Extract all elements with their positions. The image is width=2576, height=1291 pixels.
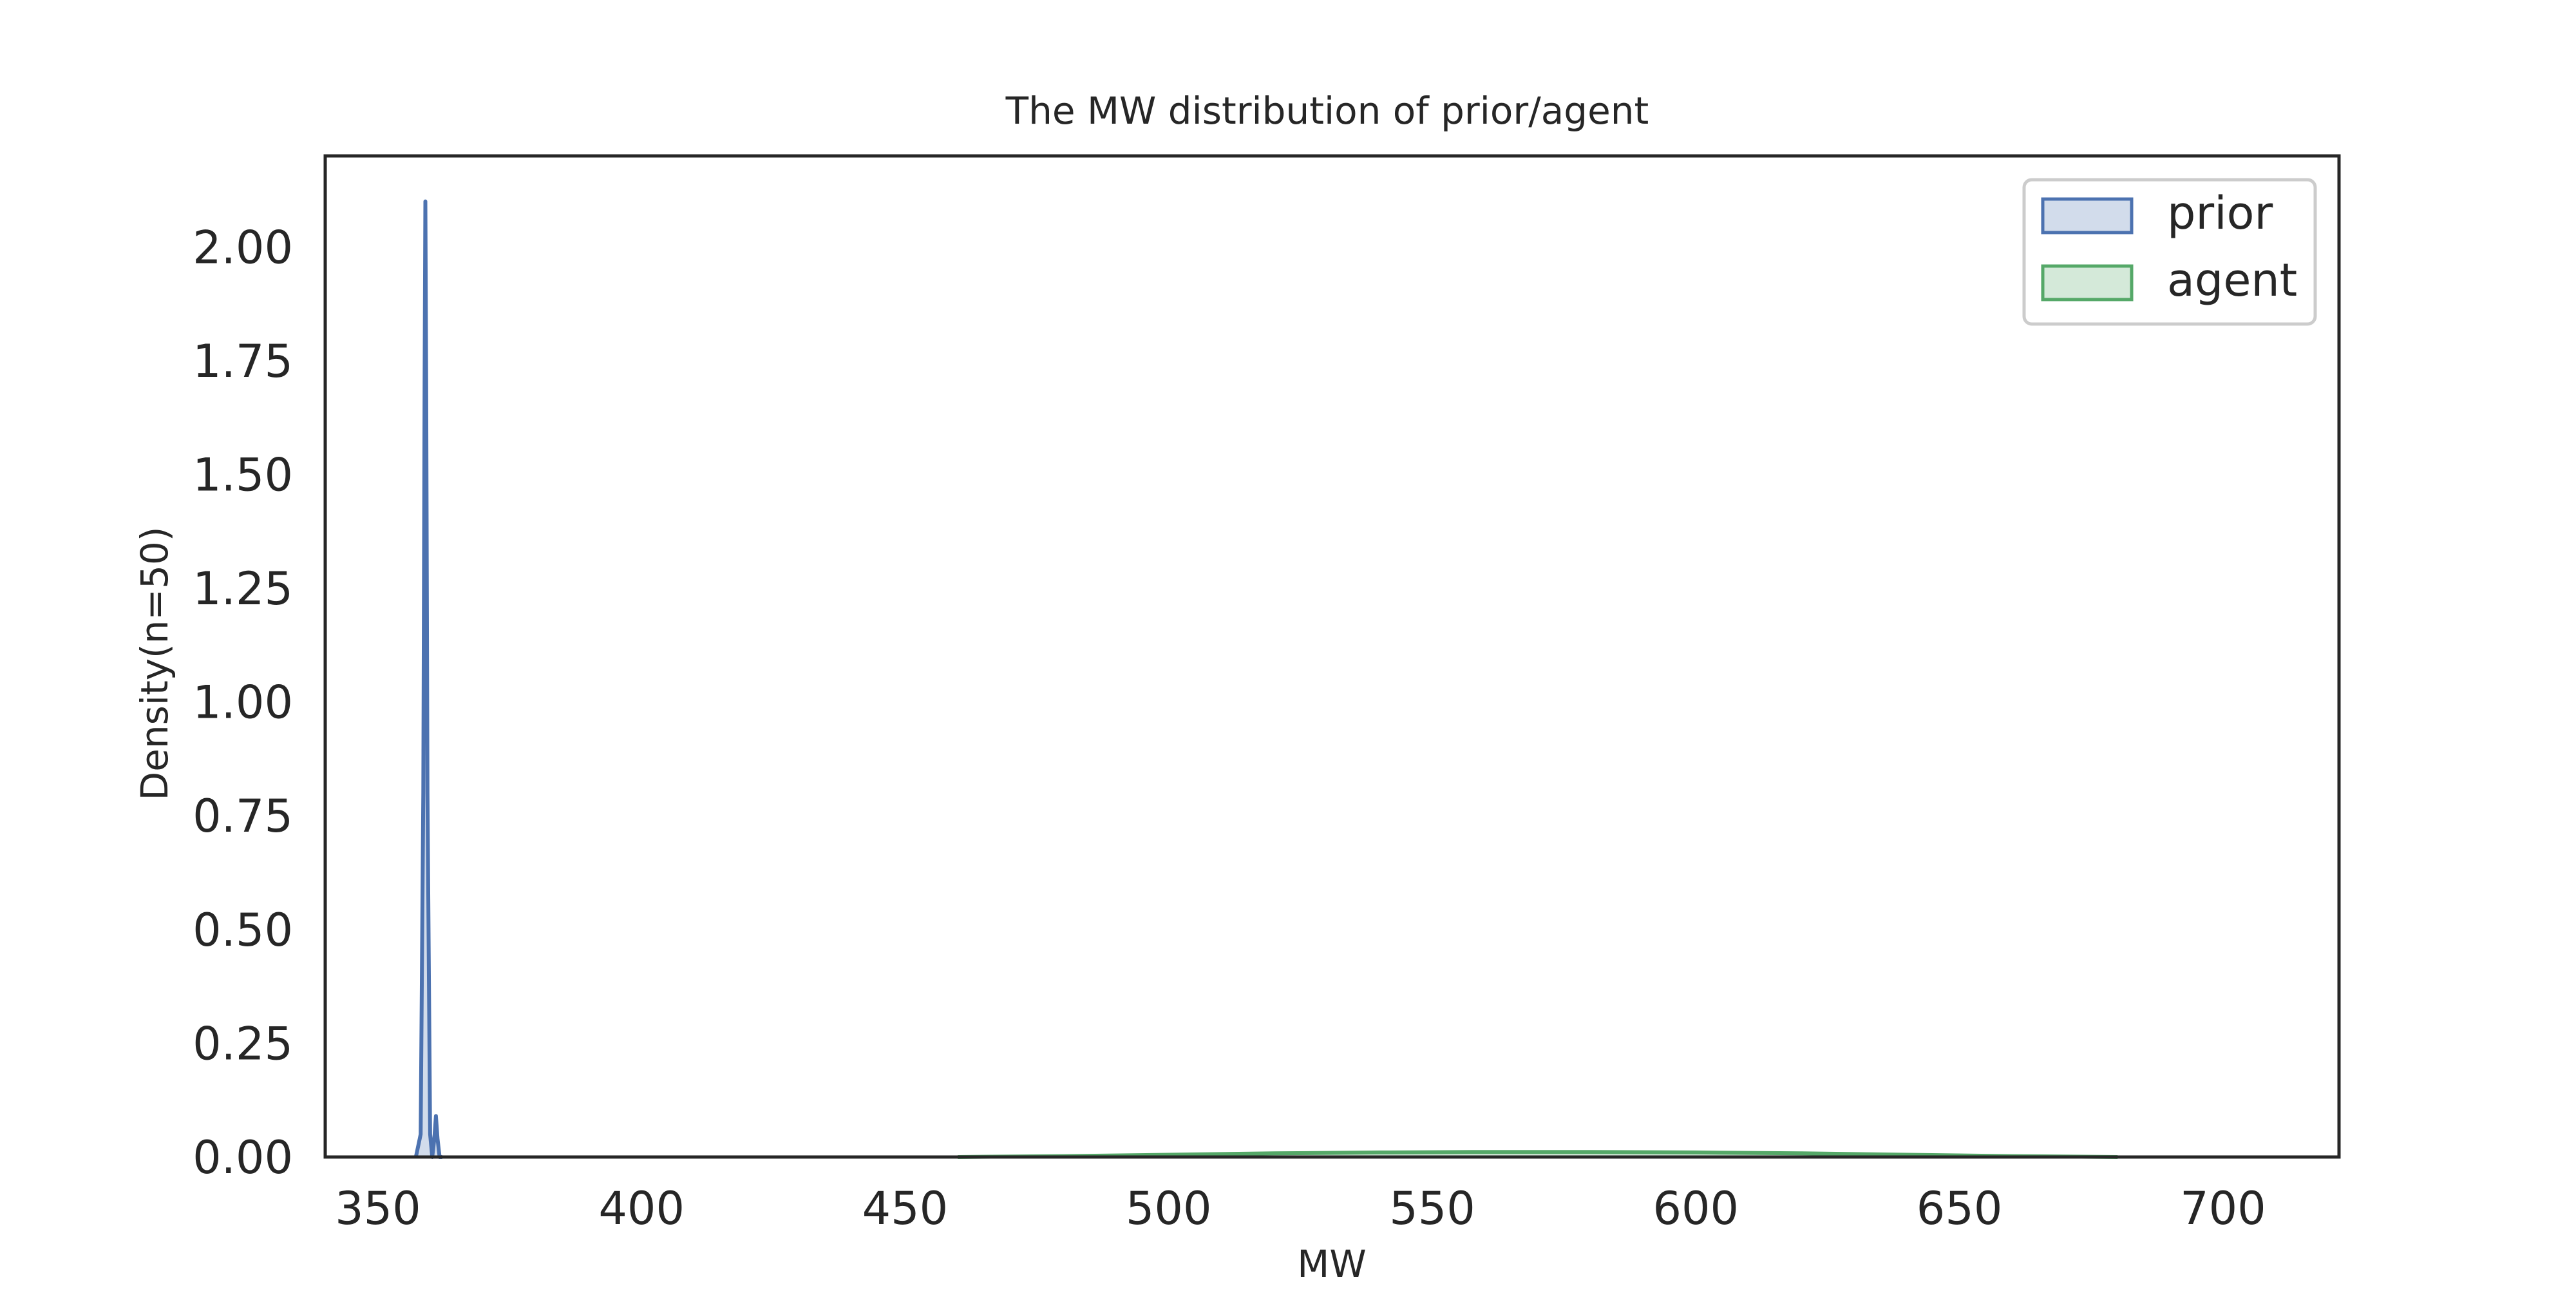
- plot-frame: [323, 154, 2341, 1159]
- x-tick-label: 550: [1389, 1182, 1475, 1235]
- legend: prior agent: [2022, 178, 2317, 326]
- y-tick-label: 0.00: [193, 1131, 293, 1184]
- legend-label-agent: agent: [2167, 254, 2297, 307]
- x-axis-label: MW: [1297, 1242, 1366, 1286]
- legend-box: [2022, 178, 2317, 326]
- legend-label-prior: prior: [2167, 187, 2273, 240]
- x-tick-label: 700: [2180, 1182, 2266, 1235]
- plot-area: [413, 199, 2118, 1159]
- y-tick-label: 0.75: [193, 790, 293, 843]
- legend-swatch-prior: [2041, 197, 2134, 234]
- chart-title: The MW distribution of prior/agent: [1005, 89, 1649, 133]
- y-tick-label: 0.25: [193, 1017, 293, 1070]
- legend-swatch-agent: [2041, 264, 2134, 301]
- y-tick-label: 1.00: [193, 676, 293, 729]
- x-tick-label: 650: [1917, 1182, 2003, 1235]
- x-tick-label: 400: [598, 1182, 685, 1235]
- y-tick-label: 1.25: [193, 562, 293, 615]
- axis-ticks: 350 400 450 500 550 600 650 700 0.00 0.25 0.50 0.75…: [193, 221, 2266, 1235]
- y-tick-label: 1.50: [193, 449, 293, 502]
- series-line-prior: [413, 199, 442, 1159]
- x-tick-label: 450: [862, 1182, 949, 1235]
- x-tick-label: 600: [1653, 1182, 1739, 1235]
- y-axis-label: Density(n=50): [133, 527, 176, 801]
- x-tick-label: 350: [335, 1182, 421, 1235]
- y-tick-label: 0.50: [193, 904, 293, 957]
- x-tick-label: 500: [1126, 1182, 1212, 1235]
- series-line-agent: [958, 1150, 2118, 1159]
- y-tick-label: 2.00: [193, 221, 293, 274]
- y-tick-label: 1.75: [193, 335, 293, 388]
